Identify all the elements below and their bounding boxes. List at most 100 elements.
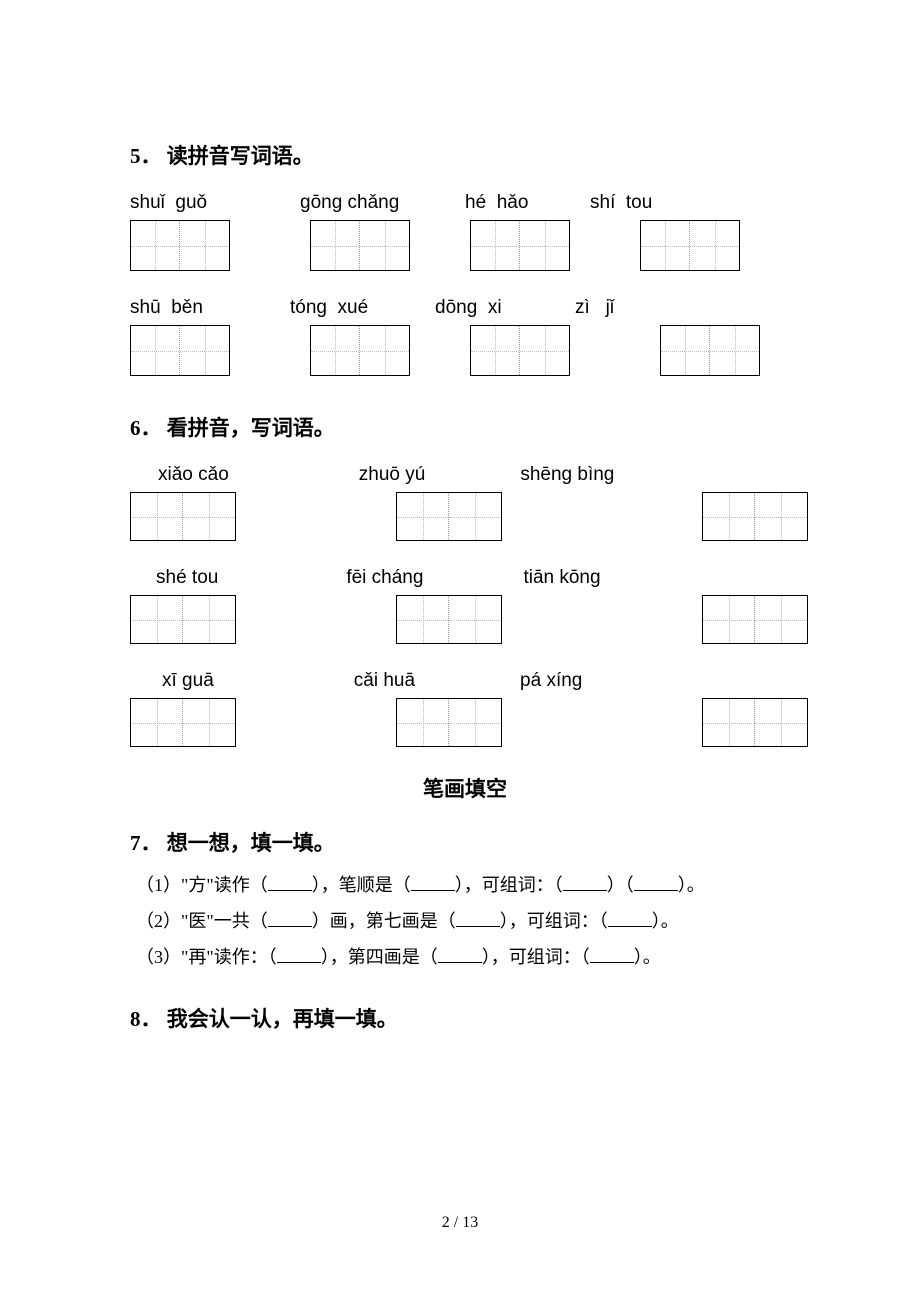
q7-line-2: （2）"医"一共（）画，第七画是（），可组词：（）。: [136, 903, 800, 939]
pinyin-label: cǎi huā: [354, 670, 415, 692]
q5-row2-boxes: [130, 325, 800, 376]
tianzige-cell[interactable]: [397, 596, 449, 643]
tianzige-cell[interactable]: [183, 493, 235, 540]
tianzige-cell[interactable]: [360, 326, 409, 375]
tianzige-cell[interactable]: [661, 326, 710, 375]
blank[interactable]: [608, 909, 652, 927]
question-7: 7． 想一想，填一填。 （1）"方"读作（），笔顺是（），可组词：（）（）。 （…: [130, 827, 800, 975]
tianzige-box[interactable]: [310, 220, 410, 271]
tianzige-box[interactable]: [396, 595, 502, 644]
tianzige-cell[interactable]: [311, 326, 360, 375]
tianzige-cell[interactable]: [471, 326, 520, 375]
pinyin-label: shū běn: [130, 297, 250, 319]
blank[interactable]: [456, 909, 500, 927]
tianzige-cell[interactable]: [755, 699, 807, 746]
tianzige-cell[interactable]: [183, 699, 235, 746]
tianzige-box[interactable]: [640, 220, 740, 271]
tianzige-cell[interactable]: [131, 699, 183, 746]
tianzige-box[interactable]: [310, 325, 410, 376]
tianzige-cell[interactable]: [311, 221, 360, 270]
tianzige-cell[interactable]: [471, 221, 520, 270]
blank[interactable]: [268, 873, 312, 891]
blank[interactable]: [563, 873, 607, 891]
q6-pinyin-row: shé toufēi chángtiān kōng: [130, 567, 800, 589]
tianzige-box[interactable]: [470, 325, 570, 376]
tianzige-cell[interactable]: [641, 221, 690, 270]
tianzige-cell[interactable]: [131, 596, 183, 643]
tianzige-box[interactable]: [660, 325, 760, 376]
tianzige-cell[interactable]: [710, 326, 759, 375]
tianzige-cell[interactable]: [703, 596, 755, 643]
tianzige-cell[interactable]: [180, 221, 229, 270]
section-title: 笔画填空: [130, 773, 800, 803]
q5-row1-boxes: [130, 220, 800, 271]
blank[interactable]: [277, 945, 321, 963]
tianzige-box[interactable]: [702, 698, 808, 747]
blank[interactable]: [634, 873, 678, 891]
tianzige-cell[interactable]: [397, 699, 449, 746]
q6-pinyin-row: xiǎo cǎo zhuō yú shēng bìng: [130, 464, 800, 486]
tianzige-cell[interactable]: [449, 699, 501, 746]
blank[interactable]: [438, 945, 482, 963]
pinyin-label: tóng xué: [290, 297, 420, 319]
tianzige-cell[interactable]: [131, 493, 183, 540]
q7-line-3: （3）"再"读作：（），第四画是（），可组词：（）。: [136, 939, 800, 975]
tianzige-cell[interactable]: [449, 493, 501, 540]
q5-title: 读拼音写词语。: [167, 144, 314, 168]
pinyin-label: dōng xi: [435, 297, 555, 319]
tianzige-cell[interactable]: [397, 493, 449, 540]
pinyin-label: fēi cháng: [346, 567, 423, 589]
tianzige-box[interactable]: [396, 492, 502, 541]
tianzige-cell[interactable]: [183, 596, 235, 643]
pinyin-label: xiǎo cǎo: [158, 464, 229, 486]
pinyin-label: shēng bìng: [520, 464, 614, 486]
tianzige-box[interactable]: [130, 325, 230, 376]
q5-number: 5．: [130, 144, 162, 168]
tianzige-box[interactable]: [702, 595, 808, 644]
pinyin-label: zì jǐ: [575, 297, 665, 319]
q6-box-row: [130, 595, 800, 644]
q7-title: 想一想，填一填。: [167, 831, 335, 855]
pinyin-label: shuǐ guǒ: [130, 192, 260, 214]
tianzige-cell[interactable]: [180, 326, 229, 375]
blank[interactable]: [268, 909, 312, 927]
q5-heading: 5． 读拼音写词语。: [130, 140, 800, 170]
pinyin-label: hé hǎo: [465, 192, 575, 214]
tianzige-cell[interactable]: [690, 221, 739, 270]
pinyin-label: xī guā: [162, 670, 214, 692]
q6-box-row: [130, 492, 800, 541]
page-number: 2 / 13: [0, 1214, 920, 1232]
blank[interactable]: [590, 945, 634, 963]
pinyin-label: gōng chǎng: [300, 192, 450, 214]
question-5: 5． 读拼音写词语。 shuǐ guǒ gōng chǎng hé hǎo shí t…: [130, 140, 800, 376]
q8-title: 我会认一认，再填一填。: [167, 1007, 398, 1031]
tianzige-cell[interactable]: [131, 326, 180, 375]
tianzige-cell[interactable]: [131, 221, 180, 270]
q8-heading: 8． 我会认一认，再填一填。: [130, 1003, 800, 1033]
pinyin-label: tiān kōng: [523, 567, 600, 589]
tianzige-cell[interactable]: [520, 326, 569, 375]
tianzige-cell[interactable]: [703, 699, 755, 746]
pinyin-label: zhuō yú: [359, 464, 426, 486]
tianzige-cell[interactable]: [520, 221, 569, 270]
tianzige-cell[interactable]: [755, 596, 807, 643]
tianzige-box[interactable]: [130, 595, 236, 644]
tianzige-box[interactable]: [130, 698, 236, 747]
q6-box-row: [130, 698, 800, 747]
tianzige-cell[interactable]: [360, 221, 409, 270]
tianzige-box[interactable]: [470, 220, 570, 271]
tianzige-cell[interactable]: [755, 493, 807, 540]
pinyin-label: pá xíng: [520, 670, 582, 692]
q7-number: 7．: [130, 831, 162, 855]
question-6: 6． 看拼音，写词语。 xiǎo cǎozhuō yúshēng bìngshé…: [130, 412, 800, 747]
pinyin-label: shí tou: [590, 192, 700, 214]
blank[interactable]: [411, 873, 455, 891]
tianzige-box[interactable]: [396, 698, 502, 747]
tianzige-cell[interactable]: [449, 596, 501, 643]
tianzige-box[interactable]: [130, 220, 230, 271]
page-total: 13: [462, 1214, 478, 1231]
tianzige-cell[interactable]: [703, 493, 755, 540]
tianzige-box[interactable]: [130, 492, 236, 541]
tianzige-box[interactable]: [702, 492, 808, 541]
question-8: 8． 我会认一认，再填一填。: [130, 1003, 800, 1033]
